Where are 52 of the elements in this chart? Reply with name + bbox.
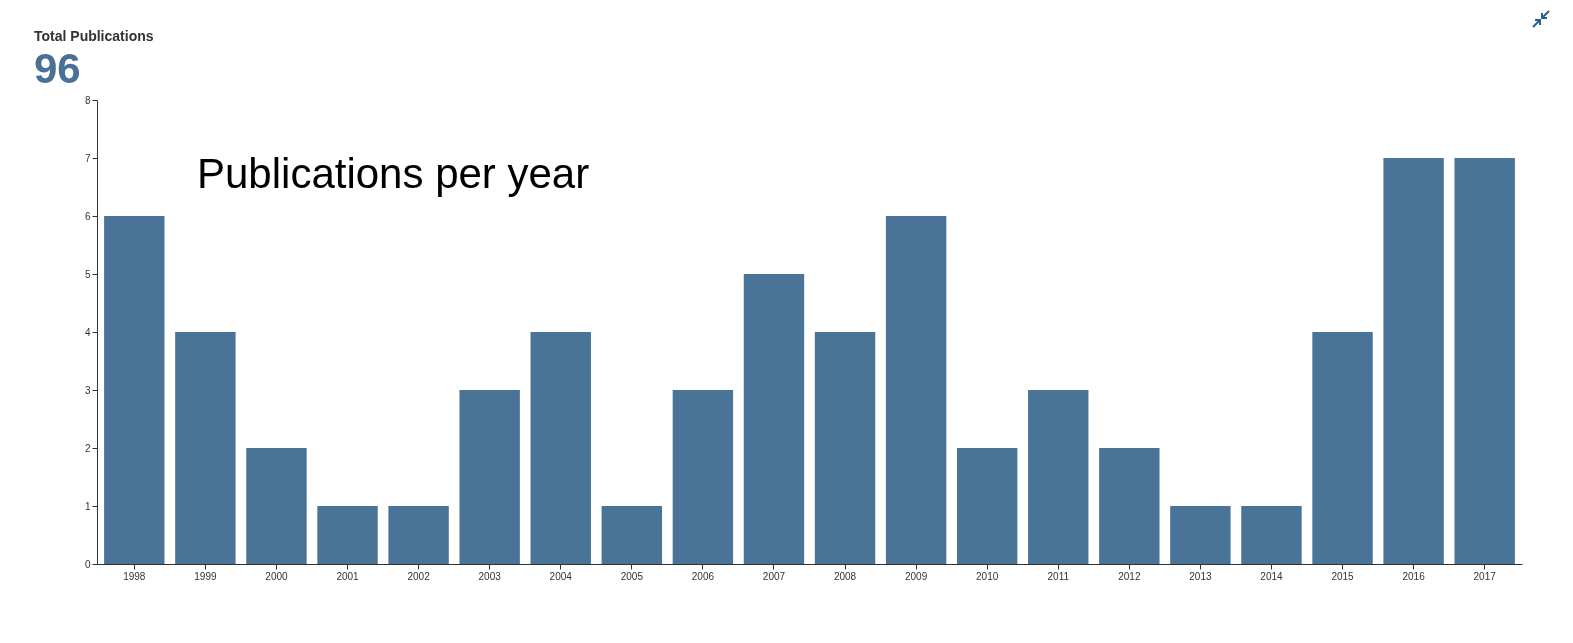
x-tick-label: 2009 [904, 570, 928, 582]
y-tick-label: 7 [84, 152, 91, 164]
bar [175, 332, 236, 564]
x-tick-label: 2001 [336, 570, 360, 582]
x-tick-label: 2000 [265, 570, 289, 582]
y-tick-label: 3 [84, 384, 91, 396]
x-tick-label: 2016 [1402, 570, 1426, 582]
x-tick-label: 2006 [691, 570, 715, 582]
x-tick-label: 2008 [833, 570, 857, 582]
chart-subtitle: 96 [34, 45, 81, 92]
x-tick-label: 2011 [1047, 570, 1070, 582]
x-tick-label: 2004 [549, 570, 573, 582]
bar [1312, 332, 1373, 564]
x-tick-label: 2002 [407, 570, 431, 582]
x-tick-label: 2007 [762, 570, 786, 582]
x-tick-label: 1998 [123, 570, 146, 582]
x-tick-label: 2005 [620, 570, 644, 582]
x-tick-label: 2017 [1473, 570, 1497, 582]
bar [885, 216, 947, 564]
y-tick-label: 5 [84, 268, 91, 280]
bar [388, 506, 449, 564]
y-tick-label: 8 [84, 94, 91, 106]
bar [1383, 158, 1444, 564]
x-tick-label: 2013 [1189, 570, 1212, 582]
bar [104, 216, 165, 564]
x-tick-label: 2003 [478, 570, 502, 582]
bar [530, 332, 591, 564]
annotation: Publications per year [197, 150, 590, 197]
y-tick-label: 1 [84, 500, 91, 512]
y-tick-label: 4 [84, 326, 91, 338]
bar [1099, 448, 1160, 564]
x-tick-label: 1999 [194, 570, 217, 582]
bar [601, 506, 663, 564]
bar [956, 448, 1018, 564]
bar [459, 390, 520, 564]
y-tick-label: 2 [84, 442, 91, 454]
x-tick-label: 2015 [1331, 570, 1355, 582]
bar [743, 274, 805, 564]
bar [1170, 506, 1231, 564]
x-tick-label: 2010 [976, 570, 999, 582]
bar [672, 390, 734, 564]
bar [814, 332, 876, 564]
bar [1028, 390, 1089, 564]
bar [1454, 158, 1515, 564]
x-tick-label: 2014 [1260, 570, 1284, 582]
bar [317, 506, 378, 564]
bar [246, 448, 307, 564]
chart-title: Total Publications [34, 28, 154, 44]
x-tick-label: 2012 [1118, 570, 1141, 582]
bar [1241, 506, 1302, 564]
y-tick-label: 0 [84, 558, 91, 570]
y-tick-label: 6 [84, 210, 91, 222]
